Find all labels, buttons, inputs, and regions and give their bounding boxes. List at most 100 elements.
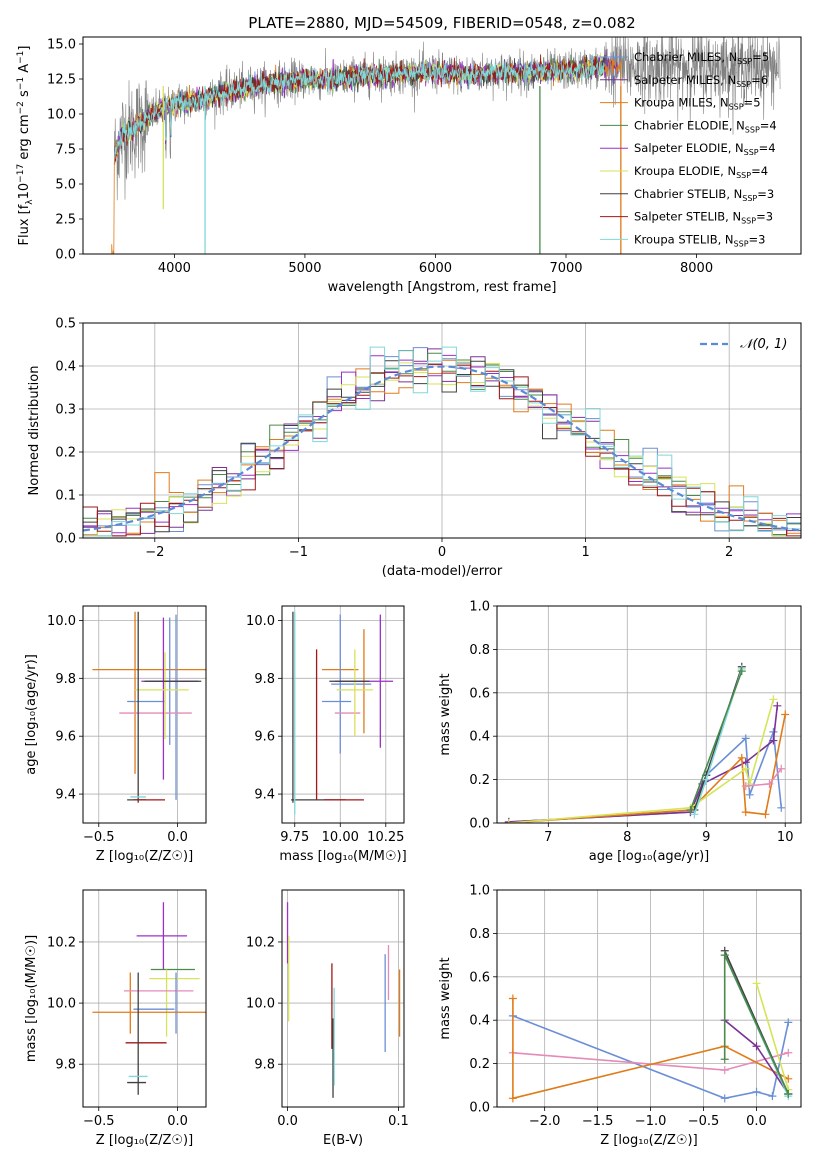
weight-point-marker [784, 1048, 793, 1057]
axes-frame [82, 889, 207, 1108]
x-axis-label: age [log₁₀(age/yr)] [589, 849, 710, 864]
y-tick-label: 10.0 [246, 614, 275, 629]
plot-area [286, 902, 401, 1098]
legend-entry: Salpeter ELODIE, NSSP=4 [634, 141, 776, 157]
plot-area [504, 662, 790, 823]
x-tick-label: −2.0 [529, 1114, 561, 1129]
legend-n-prefix: , N [720, 164, 736, 178]
y-tick-label: 0.2 [55, 446, 76, 461]
x-tick-label: 10.25 [367, 830, 404, 845]
legend-n-prefix: , N [713, 96, 729, 110]
weight-series-line [508, 714, 786, 823]
y-tick-label: 10.0 [246, 997, 275, 1012]
plot-area [111, 37, 781, 254]
y-tick-label: 7.5 [55, 143, 76, 158]
y-tick-label: 9.4 [55, 788, 76, 803]
plot-area [83, 346, 801, 537]
y-axis-label-part: ] [17, 46, 32, 51]
axes-spectrum: 4000 5000 6000 7000 8000 0.0 2.5 5.0 7.5 10.0 12.5… [16, 36, 802, 295]
y-tick-label: 9.8 [254, 1058, 275, 1073]
legend-equals: = [759, 141, 769, 155]
x-axis-label: E(B-V) [323, 1133, 363, 1148]
legend-n-value: 3 [766, 210, 773, 224]
weight-point-marker [768, 1092, 777, 1101]
x-tick-label: 10 [777, 830, 794, 845]
y-tick-label: 9.6 [55, 730, 76, 745]
y-tick-label: 0.5 [55, 317, 76, 332]
x-tick-label: 9 [702, 830, 710, 845]
plot-area [92, 611, 206, 803]
y-tick-label: 10.0 [47, 997, 76, 1012]
y-tick-label: 0.4 [469, 730, 490, 745]
y-tick-label: 10.0 [47, 108, 76, 123]
weight-point-marker [781, 710, 790, 719]
plot-area [92, 902, 206, 1095]
figure-title: PLATE=2880, MJD=54509, FIBERID=0548, z=0… [248, 14, 635, 32]
y-tick-label: 0.0 [469, 817, 490, 832]
y-axis-label-part: −1 [16, 77, 26, 90]
y-tick-label: 15.0 [47, 38, 76, 53]
axes-frame [281, 889, 405, 1108]
model-spectrum [114, 54, 605, 159]
y-axis-label: mass weight [438, 957, 453, 1039]
weight-point-marker [686, 805, 695, 814]
legend-equals: = [749, 232, 759, 246]
legend-model-name: Chabrier ELODIE [634, 118, 729, 132]
weight-point-marker [784, 1089, 793, 1098]
legend-model-name: Salpeter ELODIE [634, 141, 728, 155]
y-tick-label: 0.4 [55, 360, 76, 375]
axes-frame [496, 605, 802, 824]
weight-point-marker [752, 979, 761, 988]
legend-ssp-subscript: SSP [745, 125, 760, 134]
legend-ssp-subscript: SSP [734, 239, 749, 248]
legend-entry: Kroupa STELIB, NSSP=3 [634, 232, 766, 248]
legend-n-value: 5 [762, 50, 769, 64]
legend-model-name: Kroupa MILES [634, 96, 713, 110]
weight-point-marker [777, 803, 786, 812]
y-axis-label-part: −2 [16, 101, 26, 114]
y-tick-label: 9.8 [55, 672, 76, 687]
axes-frame [281, 605, 405, 824]
weight-series-line [689, 670, 743, 811]
legend-n-value: 4 [769, 118, 776, 132]
plot-area [291, 611, 394, 815]
axes-residuals: −2 −1 0 1 2 0.0 0.1 0.2 0.3 0.4 0.5 (data-model)/er… [27, 317, 802, 579]
legend-n-prefix: , N [720, 73, 736, 87]
y-tick-label: 10.2 [47, 935, 76, 950]
y-axis-label: age [log₁₀(age/yr)] [24, 654, 39, 775]
axes-frame [496, 889, 802, 1108]
y-tick-label: 9.4 [254, 788, 275, 803]
x-tick-label: −2 [145, 545, 164, 560]
y-axis-label-part: −17 [16, 164, 26, 183]
x-tick-label: −1.5 [582, 1114, 614, 1129]
x-tick-label: 8 [623, 830, 631, 845]
legend-n-value: 3 [767, 187, 774, 201]
y-tick-label: 5.0 [55, 178, 76, 193]
y-axis-label-part: A [17, 64, 32, 77]
y-axis-label-part: erg cm [17, 114, 32, 163]
axes-frame [82, 36, 802, 255]
plot-area [508, 946, 793, 1103]
y-tick-label: 9.6 [254, 730, 275, 745]
weight-point-marker [784, 1018, 793, 1027]
y-tick-label: 0.6 [469, 686, 490, 701]
y-axis-label: Flux [fλ10−17 erg cm−2 s−1 A−1] [16, 46, 35, 246]
x-axis-label: mass [log₁₀(M/M☉)] [279, 849, 406, 864]
x-tick-label: −1.0 [635, 1114, 667, 1129]
y-tick-label: 0.0 [55, 532, 76, 547]
axes-age-vs-mass: 9.75 10.00 10.25 9.4 9.6 9.8 10.0 mass [log₁₀(M… [246, 605, 407, 864]
weight-point-marker [745, 790, 754, 799]
legend-n-value: 3 [758, 232, 765, 246]
legend-ssp-subscript: SSP [744, 148, 759, 157]
legend-ssp-subscript: SSP [736, 171, 751, 180]
y-tick-label: 10.2 [246, 935, 275, 950]
y-tick-label: 0.8 [469, 927, 490, 942]
legend-entry: Chabrier ELODIE, NSSP=4 [634, 118, 777, 134]
y-tick-label: 0.1 [55, 489, 76, 504]
y-tick-label: 0.6 [469, 970, 490, 985]
y-tick-label: 0.0 [55, 248, 76, 263]
residual-legend: 𝒩(0, 1) [700, 337, 787, 352]
legend-entry: Kroupa ELODIE, NSSP=4 [634, 164, 768, 180]
model-spectrum [111, 55, 622, 254]
x-tick-label: 4000 [158, 261, 191, 276]
